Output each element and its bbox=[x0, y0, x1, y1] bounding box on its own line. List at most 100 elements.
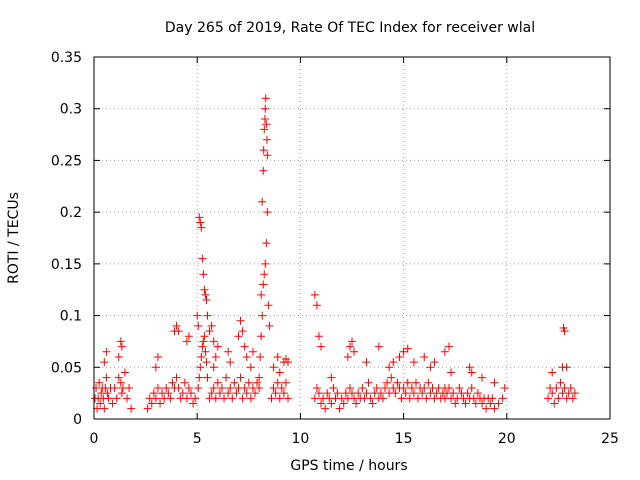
data-point bbox=[238, 327, 247, 336]
data-point bbox=[207, 321, 216, 330]
data-point bbox=[275, 394, 284, 403]
data-point bbox=[205, 327, 214, 336]
data-point bbox=[409, 389, 418, 398]
data-point bbox=[108, 399, 117, 408]
data-point bbox=[566, 383, 575, 392]
data-point bbox=[345, 383, 354, 392]
data-point bbox=[258, 311, 267, 320]
data-point bbox=[248, 347, 257, 356]
data-point bbox=[162, 383, 171, 392]
data-point bbox=[244, 378, 253, 387]
data-point bbox=[490, 404, 499, 413]
data-point bbox=[376, 389, 385, 398]
data-point bbox=[401, 389, 410, 398]
data-point bbox=[277, 383, 286, 392]
data-point bbox=[255, 373, 264, 382]
data-point bbox=[269, 383, 278, 392]
data-point bbox=[261, 104, 270, 113]
x-tick-label: 0 bbox=[90, 431, 99, 447]
data-point bbox=[100, 404, 109, 413]
x-axis-label: GPS time / hours bbox=[290, 458, 407, 474]
data-point bbox=[213, 378, 222, 387]
data-point bbox=[240, 383, 249, 392]
data-point bbox=[211, 352, 220, 361]
data-point bbox=[314, 389, 323, 398]
y-tick-label: 0.1 bbox=[60, 309, 82, 325]
data-point bbox=[202, 358, 211, 367]
data-point bbox=[261, 259, 270, 268]
data-point bbox=[451, 399, 460, 408]
data-point bbox=[259, 146, 268, 155]
data-point bbox=[403, 344, 412, 353]
data-point bbox=[548, 368, 557, 377]
data-point bbox=[174, 327, 183, 336]
data-point bbox=[224, 347, 233, 356]
data-point bbox=[222, 373, 231, 382]
data-point bbox=[203, 373, 212, 382]
data-point bbox=[123, 394, 132, 403]
data-point bbox=[151, 363, 160, 372]
data-point bbox=[153, 352, 162, 361]
data-point bbox=[230, 378, 239, 387]
data-point bbox=[562, 363, 571, 372]
data-point bbox=[467, 383, 476, 392]
data-point bbox=[426, 363, 435, 372]
x-tick-label: 5 bbox=[193, 431, 202, 447]
data-point bbox=[265, 321, 274, 330]
data-point bbox=[403, 378, 412, 387]
data-point bbox=[364, 378, 373, 387]
data-point bbox=[447, 368, 456, 377]
data-point bbox=[195, 373, 204, 382]
data-point bbox=[114, 352, 123, 361]
data-point bbox=[180, 378, 189, 387]
data-point bbox=[279, 389, 288, 398]
data-point bbox=[329, 383, 338, 392]
data-point bbox=[323, 389, 332, 398]
data-point bbox=[255, 383, 264, 392]
data-point bbox=[387, 373, 396, 382]
data-point bbox=[494, 399, 503, 408]
data-point bbox=[242, 389, 251, 398]
data-point bbox=[273, 352, 282, 361]
data-point bbox=[455, 383, 464, 392]
data-point bbox=[321, 404, 330, 413]
data-point bbox=[257, 332, 266, 341]
data-point bbox=[168, 378, 177, 387]
data-point bbox=[202, 296, 211, 305]
data-point bbox=[568, 394, 577, 403]
data-point bbox=[409, 358, 418, 367]
data-point bbox=[550, 399, 559, 408]
data-point bbox=[554, 394, 563, 403]
data-point bbox=[312, 383, 321, 392]
data-point bbox=[226, 383, 235, 392]
data-point bbox=[261, 94, 270, 103]
data-point bbox=[333, 389, 342, 398]
data-point bbox=[262, 239, 271, 248]
data-point bbox=[482, 404, 491, 413]
data-point bbox=[556, 378, 565, 387]
data-point bbox=[383, 378, 392, 387]
data-point bbox=[226, 358, 235, 367]
data-point bbox=[209, 383, 218, 392]
y-tick-label: 0.15 bbox=[51, 257, 82, 273]
data-point bbox=[103, 389, 112, 398]
data-point bbox=[110, 383, 119, 392]
data-point bbox=[193, 311, 202, 320]
data-point bbox=[310, 394, 319, 403]
data-point bbox=[196, 218, 205, 227]
data-point bbox=[570, 389, 579, 398]
data-point bbox=[240, 342, 249, 351]
data-point bbox=[263, 208, 272, 217]
data-point bbox=[117, 389, 126, 398]
data-point bbox=[327, 373, 336, 382]
data-point bbox=[260, 115, 269, 124]
data-point bbox=[465, 363, 474, 372]
data-point bbox=[498, 394, 507, 403]
data-point bbox=[544, 394, 553, 403]
plot-frame bbox=[93, 56, 611, 420]
data-point bbox=[164, 389, 173, 398]
data-point bbox=[478, 399, 487, 408]
data-point bbox=[120, 368, 129, 377]
data-point bbox=[389, 358, 398, 367]
data-point bbox=[178, 389, 187, 398]
